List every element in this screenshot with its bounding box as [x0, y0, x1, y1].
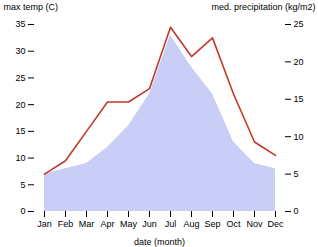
- svg-text:0: 0: [20, 206, 25, 216]
- svg-text:Apr: Apr: [100, 219, 114, 229]
- svg-text:May: May: [120, 219, 138, 229]
- svg-text:Feb: Feb: [58, 219, 74, 229]
- svg-text:5: 5: [294, 169, 299, 179]
- svg-text:25: 25: [15, 73, 25, 83]
- svg-text:Aug: Aug: [183, 219, 199, 229]
- svg-text:20: 20: [294, 57, 304, 67]
- svg-text:15: 15: [294, 94, 304, 104]
- svg-text:25: 25: [294, 19, 304, 29]
- svg-text:Oct: Oct: [226, 219, 241, 229]
- svg-text:10: 10: [294, 132, 304, 142]
- svg-text:Dec: Dec: [267, 219, 284, 229]
- svg-text:15: 15: [15, 126, 25, 136]
- svg-text:35: 35: [15, 19, 25, 29]
- svg-text:Nov: Nov: [246, 219, 263, 229]
- svg-text:20: 20: [15, 100, 25, 110]
- svg-text:date (month): date (month): [134, 237, 185, 247]
- svg-text:Mar: Mar: [79, 219, 95, 229]
- svg-text:Sep: Sep: [204, 219, 220, 229]
- svg-text:med. precipitation (kg/m2): med. precipitation (kg/m2): [211, 2, 315, 12]
- svg-text:Jun: Jun: [142, 219, 157, 229]
- svg-text:Jul: Jul: [165, 219, 177, 229]
- svg-text:30: 30: [15, 46, 25, 56]
- svg-text:Jan: Jan: [37, 219, 52, 229]
- svg-text:10: 10: [15, 153, 25, 163]
- svg-text:max temp (C): max temp (C): [4, 2, 59, 12]
- svg-text:5: 5: [20, 180, 25, 190]
- svg-text:0: 0: [294, 206, 299, 216]
